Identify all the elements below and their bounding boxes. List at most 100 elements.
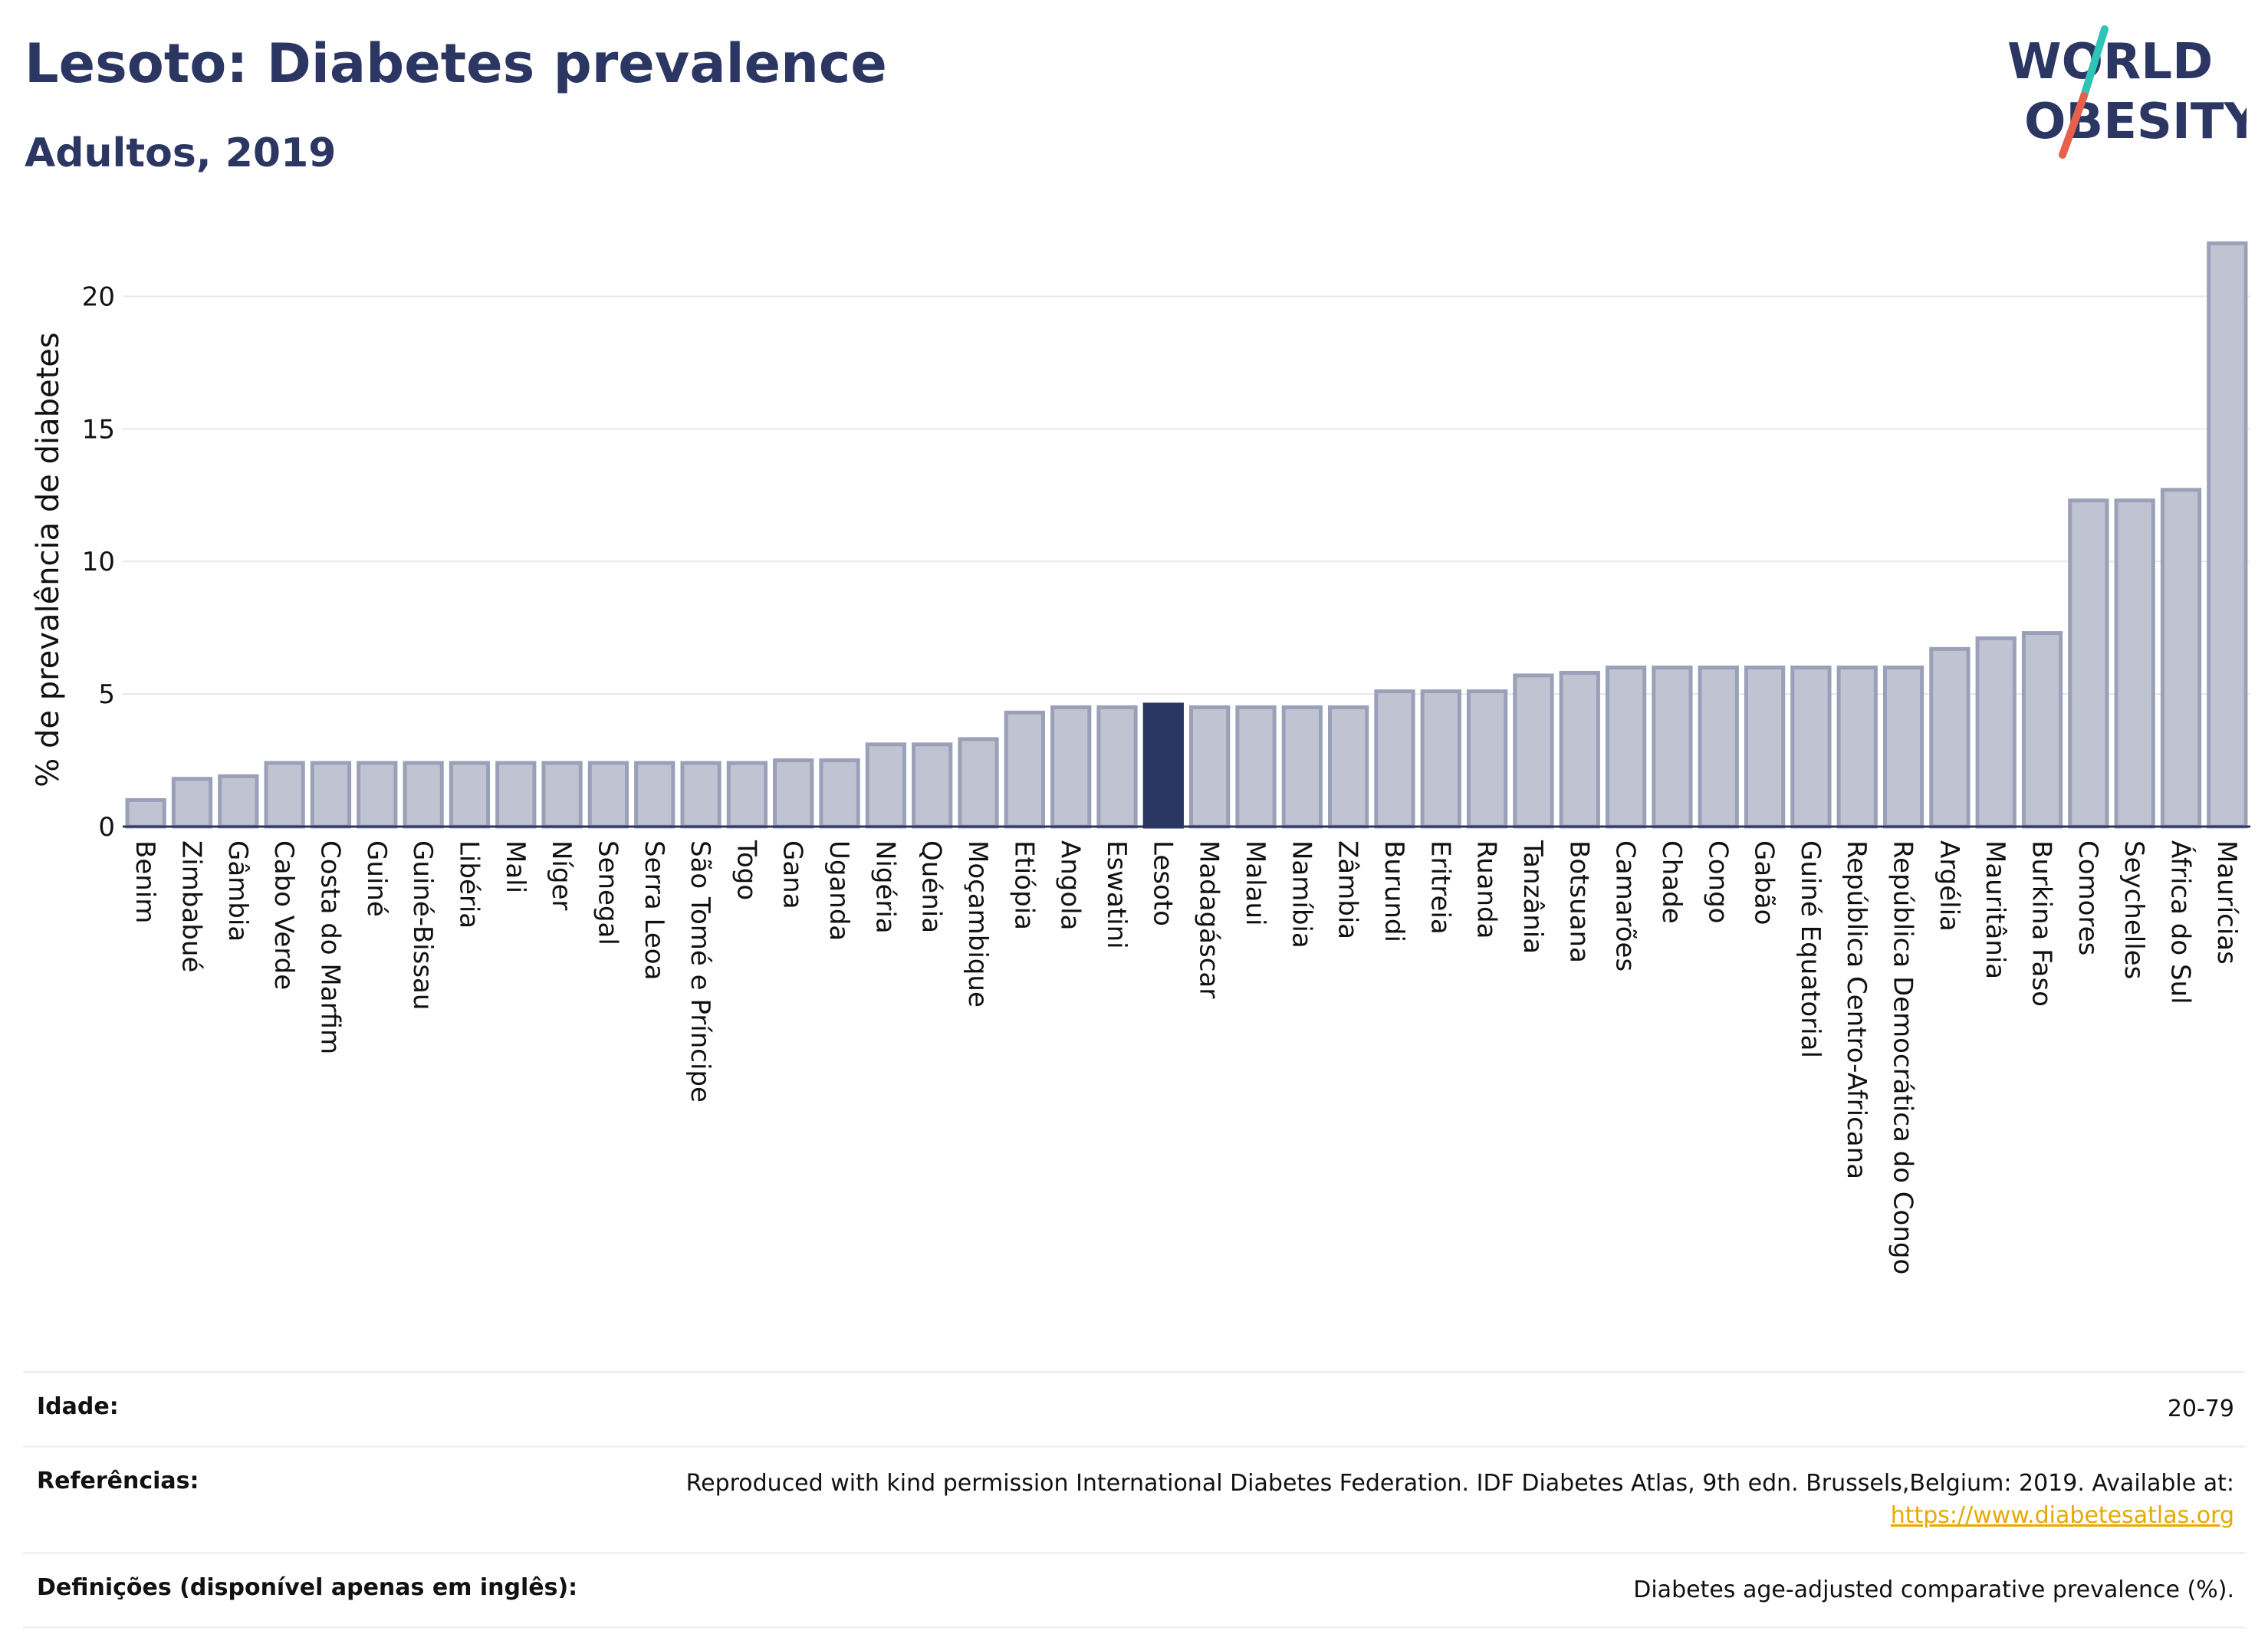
x-tick-label: Moçambique xyxy=(962,840,993,1008)
info-value-age: 20-79 xyxy=(2167,1396,2234,1422)
x-tick-label: Argélia xyxy=(1934,840,1964,932)
bar-maurícias[interactable] xyxy=(2207,241,2248,829)
bar-zimbabué[interactable] xyxy=(171,777,213,829)
bar-costa-do-marfim[interactable] xyxy=(310,761,352,829)
bar-ruanda[interactable] xyxy=(1466,689,1508,829)
bar-eswatini[interactable] xyxy=(1096,705,1138,829)
x-tick-label: Gâmbia xyxy=(222,840,253,942)
bar-serra-leoa[interactable] xyxy=(634,761,675,829)
x-tick-label: Gabão xyxy=(1749,840,1780,925)
bar-congo[interactable] xyxy=(1698,666,1739,829)
bar-níger[interactable] xyxy=(541,761,583,829)
x-tick-label: Namíbia xyxy=(1286,840,1316,949)
x-tick-label: Chade xyxy=(1656,840,1687,924)
bar-camarões[interactable] xyxy=(1605,666,1647,829)
logo-slash-top xyxy=(2080,25,2109,100)
bar-senegal[interactable] xyxy=(587,761,629,829)
bar-togo[interactable] xyxy=(726,761,768,829)
info-value-definitions: Diabetes age-adjusted comparative preval… xyxy=(1633,1576,2234,1603)
bar-uganda[interactable] xyxy=(819,758,860,829)
x-tick-label: Cabo Verde xyxy=(268,840,299,990)
x-tick-label: Lesoto xyxy=(1147,840,1178,926)
bar-são-tomé-e-príncipe[interactable] xyxy=(680,761,721,829)
chart-title: Lesoto: Diabetes prevalence xyxy=(25,32,887,95)
bar-chart: 0 5 10 15 20 Benim Zimbabué Gâmbia Cabo Verde Co… xyxy=(31,241,2250,1274)
bar-nigéria[interactable] xyxy=(865,742,907,829)
x-tick-label: Seychelles xyxy=(2118,840,2149,979)
bar-cabo-verde[interactable] xyxy=(264,761,305,829)
bar-burundi[interactable] xyxy=(1374,689,1415,829)
y-tick-label: 20 xyxy=(82,281,115,312)
x-tick-label: São Tomé e Príncipe xyxy=(685,840,715,1103)
bar-lesoto[interactable] xyxy=(1142,702,1184,829)
bar-guiné-bissau[interactable] xyxy=(403,761,444,829)
info-label-age: Idade: xyxy=(37,1393,119,1420)
x-tick-label: África do Sul xyxy=(2165,840,2197,1004)
bar-guiné-equatorial[interactable] xyxy=(1790,666,1832,829)
bar-mali[interactable] xyxy=(495,761,537,829)
grid-lines xyxy=(123,295,2250,695)
bar-comores[interactable] xyxy=(2068,498,2109,829)
info-value-references: Reproduced with kind permission Internat… xyxy=(686,1468,2234,1532)
world-obesity-logo: WORLD OBESITY xyxy=(2007,25,2247,159)
info-label-references: Referências: xyxy=(37,1468,199,1494)
x-tick-label: Tanzânia xyxy=(1517,840,1548,954)
x-tick-label: Etiópia xyxy=(1008,840,1039,930)
bar-seychelles[interactable] xyxy=(2114,498,2155,829)
bar-gabão[interactable] xyxy=(1744,666,1786,829)
bar-libéria[interactable] xyxy=(449,761,491,829)
x-tick-label: Gana xyxy=(777,840,808,909)
x-tick-label: Mauritânia xyxy=(1980,840,2010,979)
x-tick-label: República Centro-Africana xyxy=(1841,840,1872,1179)
bar-namíbia[interactable] xyxy=(1281,705,1323,829)
x-tick-label: Maurícias xyxy=(2211,840,2242,965)
bar-guiné[interactable] xyxy=(357,761,398,829)
x-tick-label: Níger xyxy=(546,840,577,910)
bar-botsuana[interactable] xyxy=(1559,670,1600,829)
bar-burkina-faso[interactable] xyxy=(2021,631,2063,829)
bar-tanzânia[interactable] xyxy=(1513,673,1554,829)
bar-argélia[interactable] xyxy=(1929,646,1971,829)
logo-word-obesity: OBESITY xyxy=(2024,94,2247,150)
x-tick-label: Eritreia xyxy=(1425,840,1455,935)
x-tick-label: Comores xyxy=(2072,840,2103,955)
info-row-definitions: Definições (disponível apenas em inglês)… xyxy=(23,1552,2245,1629)
bar-mauritânia[interactable] xyxy=(1975,636,2017,829)
bar-eritreia[interactable] xyxy=(1420,689,1461,829)
y-tick-label: 15 xyxy=(82,414,115,445)
bar-etiópia[interactable] xyxy=(1004,710,1045,829)
x-tick-label: Madagáscar xyxy=(1194,840,1224,998)
x-tick-label: Serra Leoa xyxy=(639,840,669,980)
bar-benim[interactable] xyxy=(125,797,166,829)
bar-república-democrática-do-congo[interactable] xyxy=(1882,666,1925,829)
logo-slash-bottom xyxy=(2059,92,2088,159)
bar-gana[interactable] xyxy=(773,758,814,829)
bar-chade[interactable] xyxy=(1652,666,1693,829)
x-tick-label: Botsuana xyxy=(1563,840,1594,963)
bar-república-centro-africana[interactable] xyxy=(1836,666,1878,829)
x-tick-label: Burundi xyxy=(1379,840,1409,942)
y-tick-label: 10 xyxy=(82,547,115,577)
bar-malaui[interactable] xyxy=(1235,705,1277,829)
x-tick-label: Eswatini xyxy=(1101,840,1132,949)
bar-gâmbia[interactable] xyxy=(218,774,259,829)
chart-subtitle: Adultos, 2019 xyxy=(25,130,337,176)
x-tick-label: Guiné xyxy=(361,840,392,917)
bar-zâmbia[interactable] xyxy=(1328,705,1369,829)
x-axis-ticks: Benim Zimbabué Gâmbia Cabo Verde Costa do Ma… xyxy=(130,840,2242,1274)
x-tick-label: Congo xyxy=(1702,840,1733,923)
x-tick-label: Angola xyxy=(1055,840,1086,930)
x-tick-label: Mali xyxy=(500,840,531,893)
x-tick-label: Benim xyxy=(130,840,160,923)
y-axis-label: % de prevalência de diabetes xyxy=(31,332,66,787)
bar-quénia[interactable] xyxy=(912,742,953,829)
info-row-age: Idade: 20-79 xyxy=(23,1371,2245,1445)
bar-áfrica-do-sul[interactable] xyxy=(2160,488,2202,829)
bar-angola[interactable] xyxy=(1050,705,1092,829)
bar-moçambique[interactable] xyxy=(958,737,999,829)
bars xyxy=(125,241,2248,829)
x-tick-label: Uganda xyxy=(823,840,854,941)
bar-madagáscar[interactable] xyxy=(1189,705,1231,829)
diabetes-atlas-link[interactable]: https://www.diabetesatlas.org xyxy=(1890,1502,2234,1529)
y-tick-label: 5 xyxy=(98,679,115,710)
